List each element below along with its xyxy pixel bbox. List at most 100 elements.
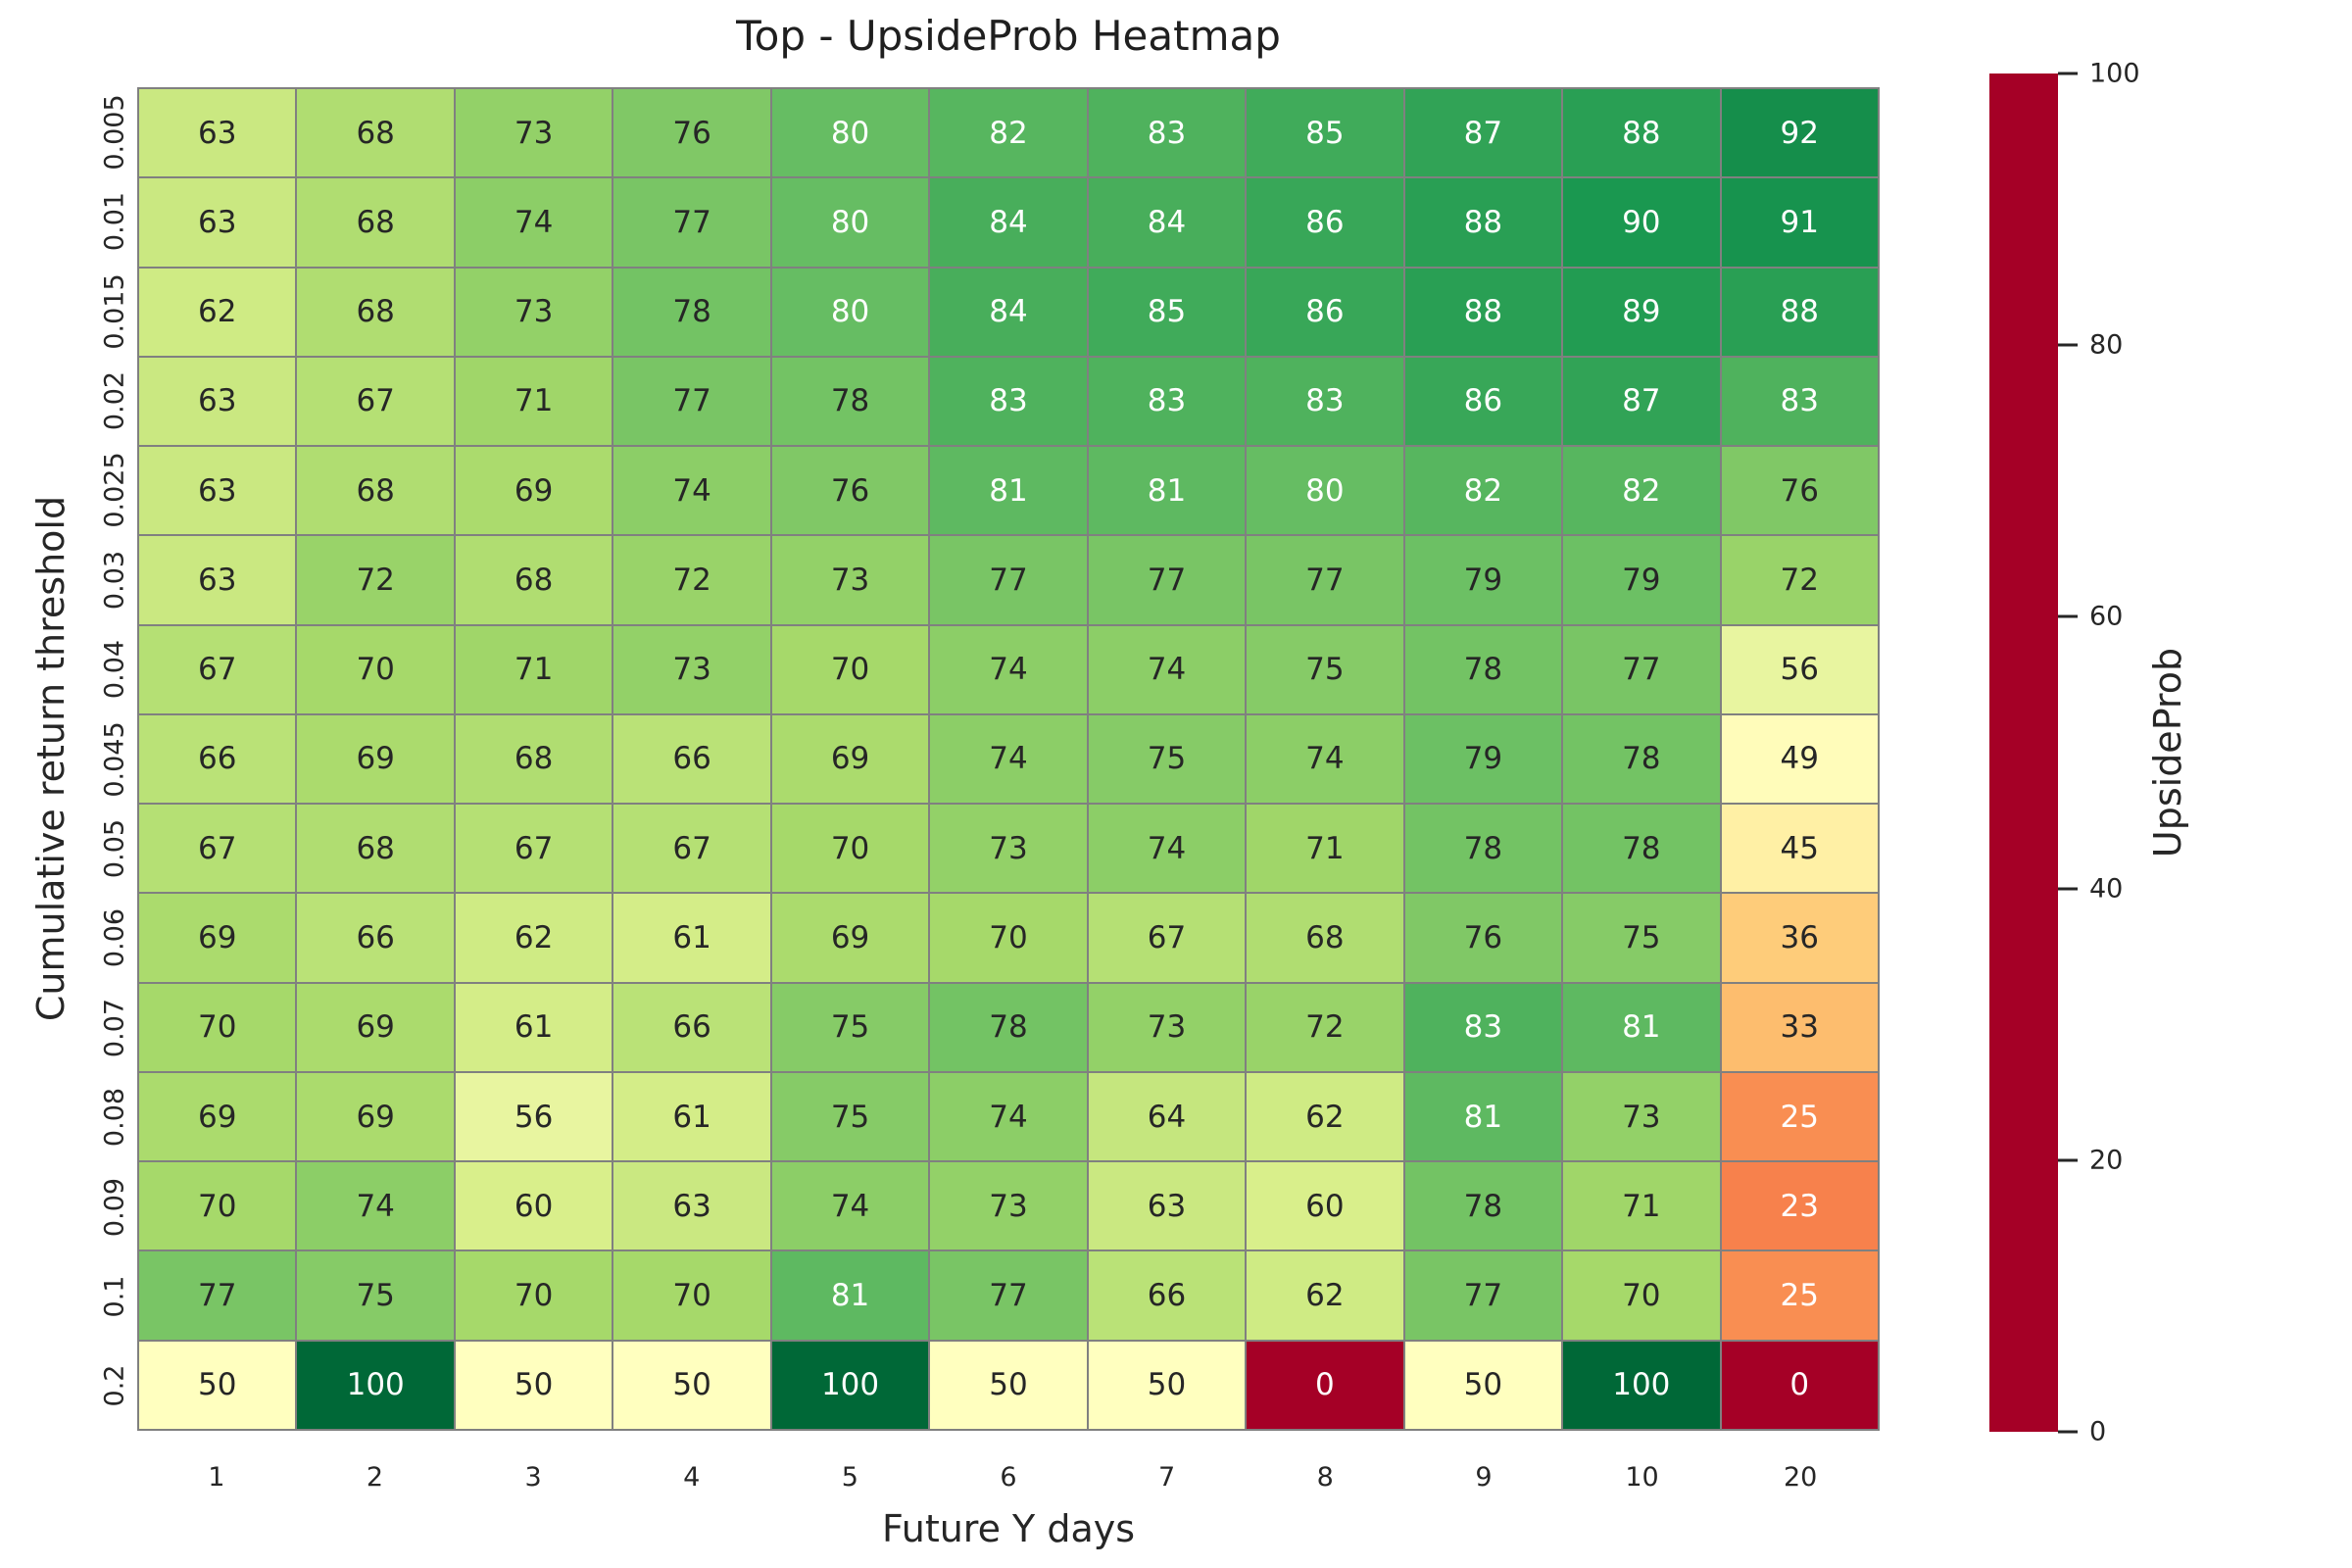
heatmap-cell: 74 — [930, 1072, 1087, 1161]
heatmap-cell: 75 — [1247, 625, 1403, 713]
heatmap-cell: 67 — [139, 625, 296, 713]
y-tick-label: 0.025 — [99, 452, 130, 528]
heatmap-cell: 74 — [771, 1162, 929, 1250]
y-tick-label: 0.02 — [99, 370, 130, 430]
heatmap-cell: 92 — [1721, 89, 1878, 177]
heatmap-cell: 70 — [297, 625, 454, 713]
heatmap-cell: 77 — [1404, 1251, 1562, 1340]
heatmap-cell: 45 — [1721, 805, 1878, 893]
colorbar-tick-label: 100 — [2089, 58, 2140, 89]
heatmap-cell: 60 — [455, 1162, 612, 1250]
heatmap-cell: 56 — [1721, 625, 1878, 713]
y-tick-label: 0.01 — [99, 192, 130, 252]
heatmap-cell: 69 — [297, 1072, 454, 1161]
heatmap-cell: 77 — [1563, 625, 1720, 713]
x-tick-label: 5 — [841, 1462, 858, 1493]
y-tick-label: 0.015 — [99, 272, 130, 350]
heatmap-cell: 82 — [1563, 447, 1720, 535]
heatmap-cell: 63 — [1088, 1162, 1246, 1250]
y-tick-label: 0.045 — [99, 720, 130, 798]
heatmap-cell: 75 — [1563, 894, 1720, 982]
heatmap-cell: 88 — [1563, 89, 1720, 177]
heatmap-cell: 88 — [1404, 178, 1562, 267]
heatmap-cell: 83 — [1247, 357, 1403, 446]
heatmap-cell: 68 — [455, 714, 612, 804]
heatmap-cell: 72 — [297, 536, 454, 624]
colorbar-tick-label: 0 — [2089, 1416, 2107, 1447]
heatmap-cell: 63 — [139, 89, 296, 177]
heatmap-cell: 81 — [771, 1251, 929, 1340]
heatmap-cell: 68 — [297, 178, 454, 267]
heatmap-cell: 70 — [771, 625, 929, 713]
heatmap-cell: 100 — [1563, 1341, 1720, 1429]
heatmap-cell: 73 — [1563, 1072, 1720, 1161]
heatmap-cell: 100 — [771, 1341, 929, 1429]
heatmap-cell: 80 — [771, 89, 929, 177]
heatmap-cell: 72 — [1721, 536, 1878, 624]
heatmap-cell: 77 — [139, 1251, 296, 1340]
heatmap-cell: 85 — [1247, 89, 1403, 177]
heatmap-cell: 83 — [1088, 89, 1246, 177]
heatmap-cell: 77 — [1247, 536, 1403, 624]
heatmap-cell: 50 — [930, 1341, 1087, 1429]
colorbar-tick-mark — [2058, 72, 2078, 75]
heatmap-cell: 50 — [613, 1341, 770, 1429]
heatmap-cell: 60 — [1247, 1162, 1403, 1250]
heatmap-cell: 25 — [1721, 1072, 1878, 1161]
heatmap-cell: 61 — [455, 983, 612, 1071]
heatmap-cell: 0 — [1247, 1341, 1403, 1429]
heatmap-cell: 66 — [139, 714, 296, 804]
y-tick-label: 0.005 — [99, 94, 130, 171]
heatmap-cell: 83 — [930, 357, 1087, 446]
heatmap-cell: 80 — [771, 268, 929, 356]
heatmap-cell: 73 — [455, 268, 612, 356]
heatmap-cell: 87 — [1404, 89, 1562, 177]
heatmap-cell: 69 — [139, 1072, 296, 1161]
heatmap-cell: 69 — [771, 894, 929, 982]
heatmap-cell: 67 — [297, 357, 454, 446]
heatmap-cell: 62 — [139, 268, 296, 356]
heatmap-cell: 63 — [139, 447, 296, 535]
heatmap-cell: 66 — [1088, 1251, 1246, 1340]
heatmap-cell: 61 — [613, 894, 770, 982]
heatmap-cell: 23 — [1721, 1162, 1878, 1250]
heatmap-cell: 68 — [455, 536, 612, 624]
heatmap-cell: 73 — [930, 1162, 1087, 1250]
heatmap-cell: 77 — [613, 357, 770, 446]
heatmap-cell: 71 — [455, 625, 612, 713]
heatmap-cell: 89 — [1563, 268, 1720, 356]
heatmap-cell: 72 — [613, 536, 770, 624]
chart-title: Top - UpsideProb Heatmap — [736, 12, 1281, 60]
heatmap-cell: 82 — [1404, 447, 1562, 535]
heatmap-cell: 74 — [455, 178, 612, 267]
y-tick-label: 0.2 — [99, 1364, 130, 1407]
heatmap-cell: 77 — [1088, 536, 1246, 624]
heatmap-cell: 88 — [1404, 268, 1562, 356]
heatmap-cell: 72 — [1247, 983, 1403, 1071]
heatmap-cell: 69 — [297, 983, 454, 1071]
heatmap-cell: 68 — [297, 805, 454, 893]
heatmap-cell: 71 — [1247, 805, 1403, 893]
heatmap-cell: 61 — [613, 1072, 770, 1161]
heatmap-cell: 50 — [1404, 1341, 1562, 1429]
heatmap-cell: 69 — [297, 714, 454, 804]
heatmap-cell: 67 — [613, 805, 770, 893]
heatmap-cell: 74 — [930, 625, 1087, 713]
heatmap-cell: 71 — [455, 357, 612, 446]
heatmap-cell: 70 — [613, 1251, 770, 1340]
heatmap-cell: 77 — [930, 536, 1087, 624]
x-tick-label: 20 — [1783, 1462, 1818, 1493]
heatmap-cell: 73 — [771, 536, 929, 624]
heatmap-cell: 84 — [930, 268, 1087, 356]
heatmap-cell: 78 — [1404, 805, 1562, 893]
heatmap-cell: 62 — [1247, 1072, 1403, 1161]
heatmap-grid: 63 68 73 76 80 82 83 85 87 88 92 63 68 74 77 80 84 84 86 88… — [137, 87, 1880, 1431]
x-tick-label: 2 — [366, 1462, 384, 1493]
y-tick-label: 0.05 — [99, 818, 130, 878]
x-tick-label: 6 — [1000, 1462, 1017, 1493]
heatmap-cell: 68 — [297, 268, 454, 356]
x-tick-label: 4 — [683, 1462, 701, 1493]
heatmap-cell: 86 — [1404, 357, 1562, 446]
heatmap-cell: 25 — [1721, 1251, 1878, 1340]
heatmap-cell: 56 — [455, 1072, 612, 1161]
